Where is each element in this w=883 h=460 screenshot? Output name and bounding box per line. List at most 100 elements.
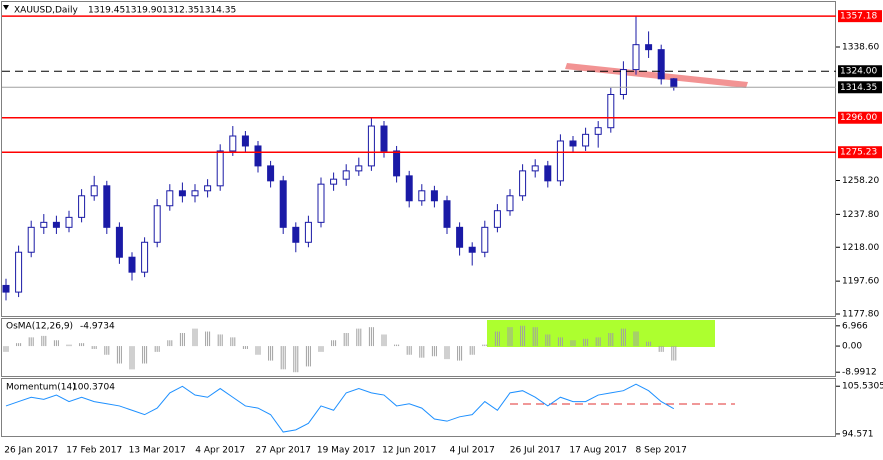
x-tick-label: 27 Apr 2017	[255, 446, 311, 456]
candle-body	[544, 165, 552, 182]
symbol-title: XAUUSD,Daily	[14, 6, 78, 16]
level-label-box	[838, 111, 882, 124]
price-header: XAUUSD,Daily 1319.45 1319.90 1312.35 131…	[3, 5, 236, 16]
osma-last: -4.9734	[80, 322, 115, 332]
candle-body	[582, 133, 590, 147]
pane-marker	[3, 5, 9, 10]
candle-body	[2, 284, 10, 293]
x-tick-label: 13 Mar 2017	[129, 446, 186, 456]
last-open: 1319.45	[88, 6, 125, 16]
momentum-line	[5, 383, 675, 433]
candle-body	[670, 78, 678, 88]
x-tick-label: 8 Sep 2017	[636, 446, 687, 456]
candle-body	[456, 226, 464, 248]
candle-body	[506, 195, 514, 212]
candle-body	[241, 135, 249, 147]
x-tick-label: 4 Apr 2017	[195, 446, 245, 456]
y-tick-label: 105.5305	[842, 382, 883, 392]
candle-body	[418, 190, 426, 202]
candle-body	[355, 165, 363, 172]
candle-body	[204, 185, 212, 192]
candle-body	[153, 205, 161, 243]
osma-title: OsMA(12,26,9)	[6, 322, 73, 332]
y-tick-label: 1237.80	[842, 210, 879, 220]
candle-body	[191, 190, 199, 197]
candle-body	[556, 140, 564, 182]
x-tick-label: 17 Feb 2017	[66, 446, 122, 456]
candle-body	[254, 145, 262, 167]
candle-body	[267, 165, 275, 182]
last-low: 1312.35	[162, 6, 199, 16]
x-tick-label: 26 Jul 2017	[510, 446, 561, 456]
level-label: 1314.35	[840, 83, 877, 93]
candle-body	[531, 165, 539, 172]
candle-body	[15, 251, 23, 293]
candle-body	[493, 210, 501, 228]
candle-body	[569, 140, 577, 147]
momentum-title: Momentum(14)	[6, 383, 76, 393]
level-label: 1357.18	[840, 12, 877, 22]
level-label-box	[838, 65, 882, 78]
level-label: 1296.00	[840, 113, 877, 123]
candle-body	[519, 170, 527, 197]
candle-body	[443, 200, 451, 228]
price-frame	[1, 1, 836, 317]
candle-body	[229, 135, 237, 152]
candle-body	[430, 190, 438, 202]
last-high: 1319.90	[125, 6, 162, 16]
x-tick-label: 12 Jun 2017	[382, 446, 436, 456]
highlight-zone	[487, 320, 715, 347]
candle-body	[468, 246, 476, 253]
candle-body	[330, 178, 338, 185]
y-tick-label: 6.966	[842, 321, 868, 331]
level-label: 1324.00	[840, 67, 877, 77]
candle-body	[292, 226, 300, 243]
candle-body	[645, 44, 653, 51]
candle-body	[115, 226, 123, 258]
y-tick-label: -8.9912	[842, 368, 877, 378]
x-tick-label: 19 May 2017	[317, 446, 376, 456]
candle-body	[342, 170, 350, 180]
candle-body	[216, 150, 224, 187]
candle-body	[632, 44, 640, 71]
candle-body	[178, 190, 186, 197]
candle-body	[607, 93, 615, 129]
trend-channel	[565, 63, 748, 88]
level-label: 1275.23	[840, 148, 877, 158]
candle-body	[481, 226, 489, 253]
y-tick-label: 1177.80	[842, 310, 879, 320]
x-tick-label: 4 Jul 2017	[450, 446, 495, 456]
candle-body	[393, 150, 401, 177]
y-tick-label: 1197.60	[842, 277, 879, 287]
level-label-box	[838, 146, 882, 159]
candle-body	[304, 221, 312, 243]
candle-body	[367, 125, 375, 167]
y-tick-label: 1338.60	[842, 42, 879, 52]
candle-body	[619, 69, 627, 95]
y-tick-label: 1258.20	[842, 176, 879, 186]
candle-body	[279, 180, 287, 228]
candle-body	[317, 183, 325, 223]
candle-body	[90, 185, 98, 197]
candle-body	[65, 216, 73, 228]
candle-body	[405, 175, 413, 202]
candle-body	[103, 185, 111, 228]
level-label-box	[838, 10, 882, 23]
candle-body	[380, 125, 388, 152]
candle-body	[128, 256, 136, 273]
candle-body	[40, 221, 48, 228]
candle-body	[141, 241, 149, 273]
x-tick-label: 26 Jan 2017	[4, 446, 58, 456]
candle-body	[594, 127, 602, 135]
level-label-box	[838, 81, 882, 94]
osma-frame	[1, 318, 836, 377]
momentum-frame	[1, 378, 836, 437]
last-close: 1314.35	[199, 6, 236, 16]
candle-body	[657, 49, 665, 80]
candle-body	[27, 226, 35, 253]
y-tick-label: 1218.00	[842, 243, 879, 253]
candle-body	[78, 195, 86, 218]
momentum-last: 100.3704	[72, 383, 115, 393]
